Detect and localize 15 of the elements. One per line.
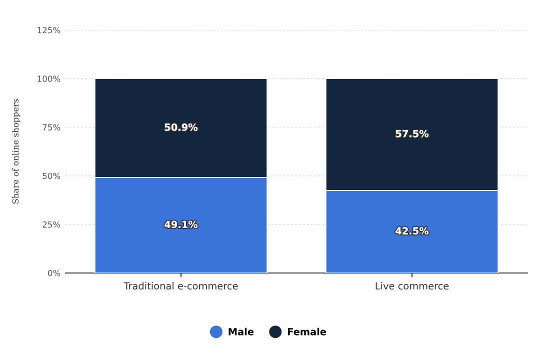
y-tick-label: 75%: [42, 124, 60, 130]
x-tick-label: Traditional e-commerce: [124, 282, 238, 290]
data-label: 57.5%: [396, 130, 429, 138]
y-tick-label: 100%: [38, 76, 60, 82]
x-tick-label: Live commerce: [376, 282, 449, 290]
y-tick-label: 25%: [42, 221, 60, 228]
data-label: 50.9%: [164, 124, 198, 131]
y-tick-label: 125%: [38, 26, 60, 34]
legend-label: Male: [228, 328, 254, 336]
y-tick-label: 0%: [48, 270, 60, 276]
data-label: 42.5%: [396, 227, 429, 235]
y-tick-label: 50%: [42, 172, 60, 180]
legend-label: Female: [288, 328, 326, 336]
data-label: 49.1%: [164, 220, 198, 228]
y-axis-title: Share of online shoppers: [12, 99, 20, 204]
